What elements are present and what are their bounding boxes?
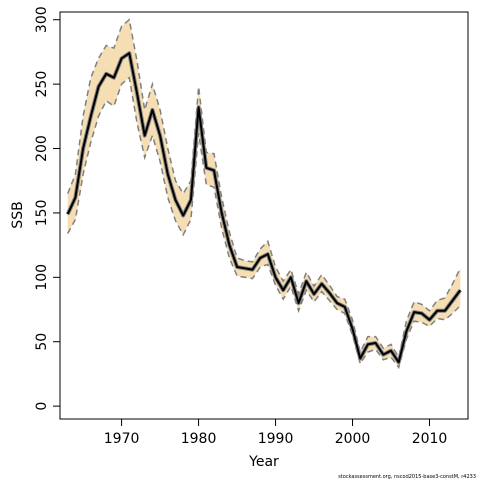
y-tick-label: 50 [34,333,50,351]
y-tick-label: 300 [34,6,50,33]
estimate-line [66,52,462,364]
y-tick-label: 100 [34,264,50,291]
estimate-line-halo [65,51,462,365]
confidence-band-layer [67,19,461,368]
x-tick-label: 2010 [412,431,448,447]
x-tick-label: 2000 [335,431,371,447]
x-tick-label: 1970 [104,431,140,447]
y-axis: 0 50 100 150 200 250 300 [34,6,60,411]
x-tick-label: 1990 [258,431,294,447]
x-axis: 1970 1980 1990 2000 2010 [104,419,448,447]
x-tick-label: 1980 [181,431,217,447]
confidence-band [67,19,461,368]
plot-frame [59,11,469,420]
x-axis-title: Year [248,454,279,470]
series-line-layer [65,18,462,370]
lower-bound-line [67,76,461,370]
upper-bound-line [67,18,461,360]
y-axis-title: SSB [10,201,26,228]
y-tick-label: 200 [34,135,50,162]
y-tick-label: 250 [34,71,50,98]
footnote: stockassessment.org, nscod2015-base3-con… [338,474,476,480]
y-tick-label: 0 [34,402,50,411]
y-tick-label: 150 [34,200,50,227]
